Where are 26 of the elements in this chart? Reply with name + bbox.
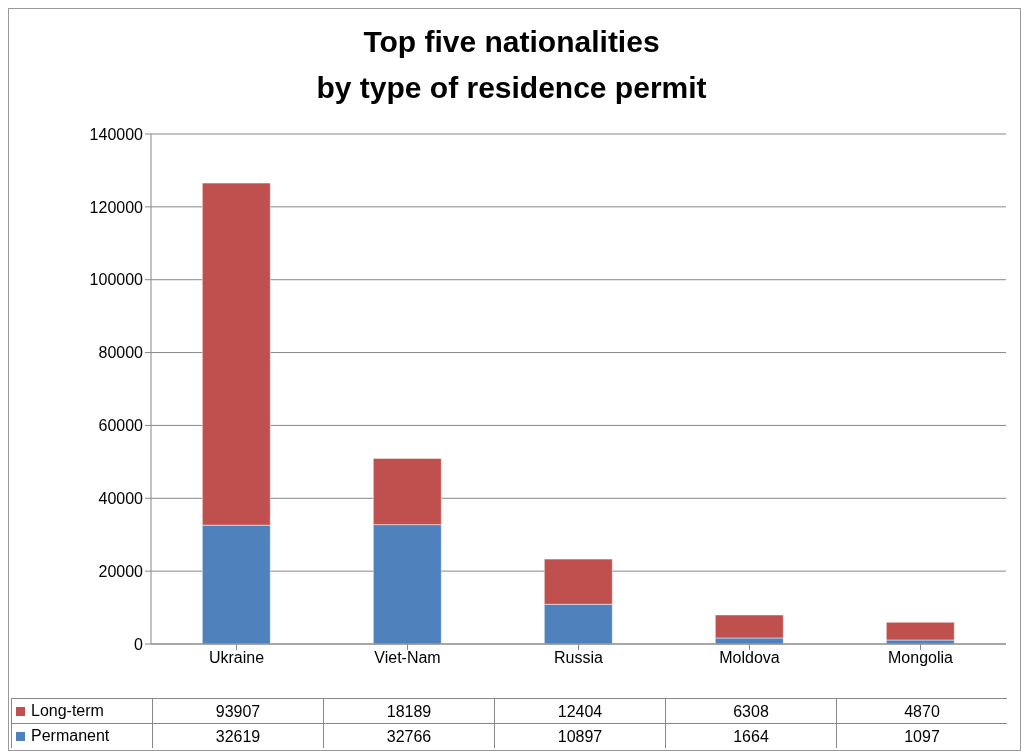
data-label: 10897 bbox=[494, 723, 665, 748]
legend-label: Long-term bbox=[31, 702, 104, 720]
y-tick-label: 140000 bbox=[89, 125, 144, 143]
y-tick-label: 60000 bbox=[98, 417, 144, 435]
y-tick-label: 100000 bbox=[89, 271, 144, 289]
y-tick-label: 0 bbox=[134, 635, 144, 653]
data-label: 4870 bbox=[836, 698, 1007, 723]
data-label: 18189 bbox=[323, 698, 494, 723]
legend-label: Permanent bbox=[31, 727, 110, 745]
y-tick-label: 80000 bbox=[98, 344, 144, 362]
y-tick-label: 20000 bbox=[98, 562, 144, 580]
data-label: 93907 bbox=[152, 698, 323, 723]
y-tick-label: 40000 bbox=[98, 489, 144, 507]
x-tick-label: Viet-Nam bbox=[374, 649, 441, 667]
data-label: 6308 bbox=[665, 698, 836, 723]
x-tick-label: Mongolia bbox=[888, 649, 954, 667]
x-tick-label: Ukraine bbox=[208, 649, 265, 667]
y-tick-label: 120000 bbox=[89, 198, 144, 216]
x-tick-label: Moldova bbox=[719, 649, 780, 667]
data-label: 32766 bbox=[323, 723, 494, 748]
x-tick-label: Russia bbox=[554, 649, 604, 667]
data-label: 1097 bbox=[836, 723, 1007, 748]
chart-title: Top five nationalities by type of residence permit bbox=[315, 24, 708, 106]
data-label: 12404 bbox=[494, 698, 665, 723]
data-label: 1664 bbox=[665, 723, 836, 748]
data-label: 32619 bbox=[152, 723, 323, 748]
